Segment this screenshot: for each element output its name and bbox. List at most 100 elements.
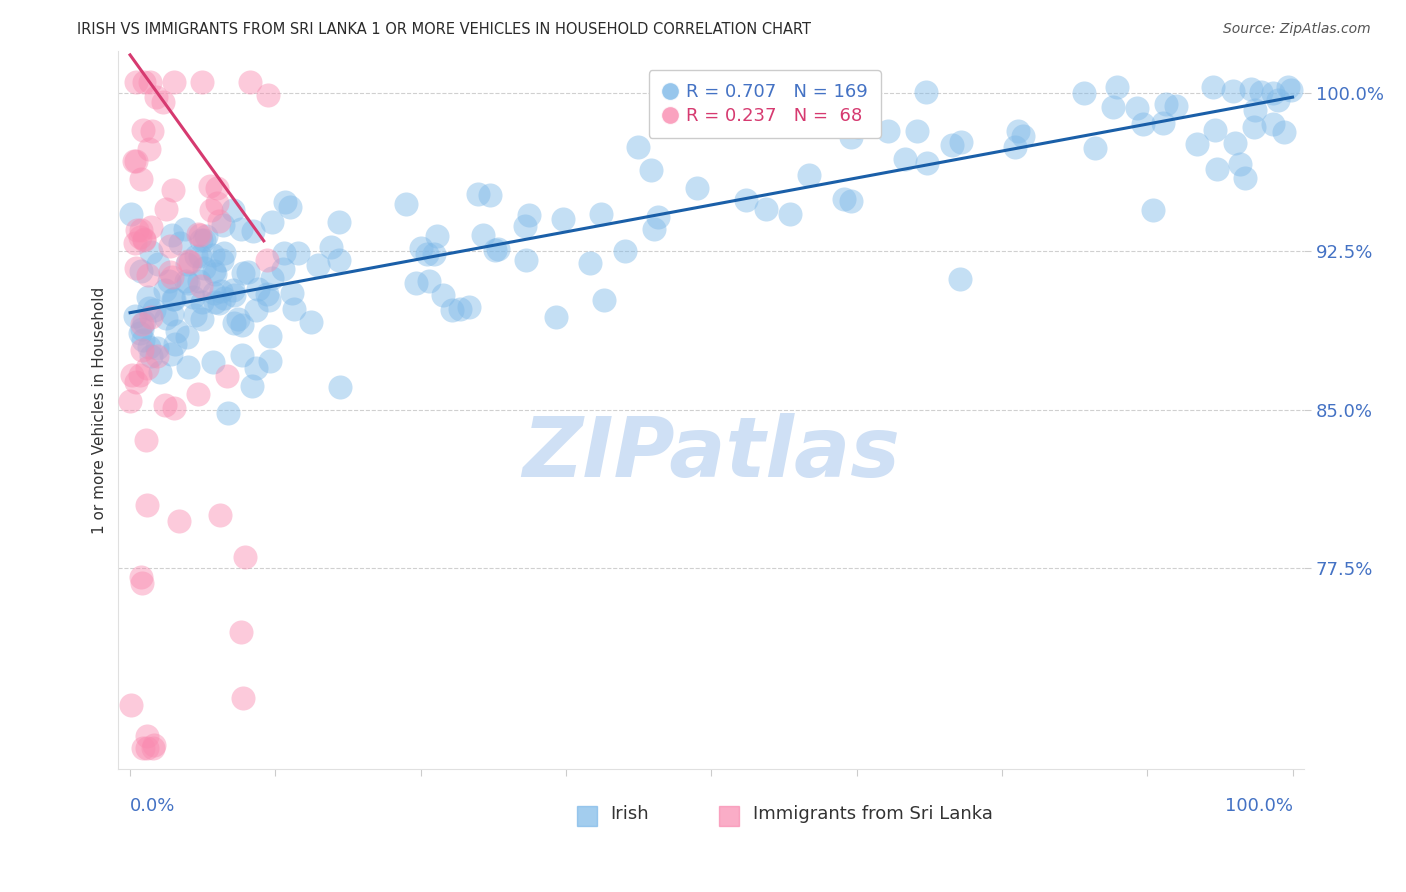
Point [229,625,252,640]
Point [160,269,183,284]
Point [204,294,226,309]
Point [328,215,350,229]
Point [193,233,215,247]
Point [139,219,162,234]
Point [1152,116,1174,130]
Point [1102,100,1125,114]
Point [195,229,218,244]
Point [121,368,143,382]
Point [188,228,211,243]
Point [190,295,212,310]
Point [188,249,211,263]
Point [208,508,231,523]
Point [160,307,183,321]
Point [202,264,225,278]
Point [231,348,253,362]
Point [162,183,184,197]
Point [129,223,152,237]
Point [949,135,972,149]
Point [229,222,252,236]
Point [1263,86,1285,100]
Point [132,315,155,329]
Point [593,293,616,308]
Point [201,247,224,261]
Point [329,379,352,393]
Point [640,162,662,177]
Point [627,140,650,154]
Point [222,316,245,330]
Point [190,75,212,89]
Point [201,355,224,369]
Point [205,180,228,194]
Legend: R = 0.707   N = 169, R = 0.237   N =  68: R = 0.707 N = 169, R = 0.237 N = 68 [648,70,880,138]
Point [839,194,862,208]
Point [222,203,245,218]
Point [551,211,574,226]
Point [440,303,463,318]
Point [155,202,177,216]
Point [163,292,186,306]
Point [163,401,186,416]
Point [131,172,153,186]
Point [136,268,159,283]
Point [1267,93,1289,107]
Point [395,197,418,211]
Point [1154,97,1177,112]
Point [236,265,259,279]
Point [1243,103,1265,118]
Point [143,738,166,752]
Point [129,368,152,382]
Point [224,288,246,302]
Point [184,308,207,322]
Point [198,179,221,194]
Point [432,288,454,302]
Point [1223,136,1246,151]
Point [127,223,149,237]
Point [841,130,863,145]
Point [193,261,215,276]
Point [179,255,201,269]
Point [176,329,198,343]
Point [1206,162,1229,177]
Point [1222,84,1244,98]
Point [546,310,568,324]
Point [578,256,600,270]
Y-axis label: 1 or more Vehicles in Household: 1 or more Vehicles in Household [93,286,107,533]
Point [647,211,669,225]
Point [141,349,163,363]
Point [281,285,304,300]
Text: IRISH VS IMMIGRANTS FROM SRI LANKA 1 OR MORE VEHICLES IN HOUSEHOLD CORRELATION C: IRISH VS IMMIGRANTS FROM SRI LANKA 1 OR … [77,22,811,37]
Point [1007,124,1029,138]
Point [755,202,778,216]
Point [177,360,200,375]
Point [134,75,156,89]
Point [208,214,231,228]
Point [1132,117,1154,131]
Point [240,379,263,393]
Point [187,387,209,401]
Point [132,741,155,756]
Point [125,154,148,169]
Point [205,196,228,211]
Point [418,274,440,288]
Point [129,326,152,340]
Point [204,267,226,281]
Point [915,85,938,99]
Point [145,341,167,355]
Text: Source: ZipAtlas.com: Source: ZipAtlas.com [1223,22,1371,37]
Point [231,318,253,332]
Point [1234,170,1257,185]
Point [1229,157,1251,171]
Point [1185,137,1208,152]
Point [177,254,200,268]
Point [145,90,167,104]
Point [120,393,142,408]
Point [132,233,155,247]
Point [1073,86,1095,100]
Point [449,302,471,317]
Point [262,270,284,285]
Point [124,75,146,89]
Point [411,241,433,255]
Point [181,290,204,304]
Point [1281,83,1303,97]
